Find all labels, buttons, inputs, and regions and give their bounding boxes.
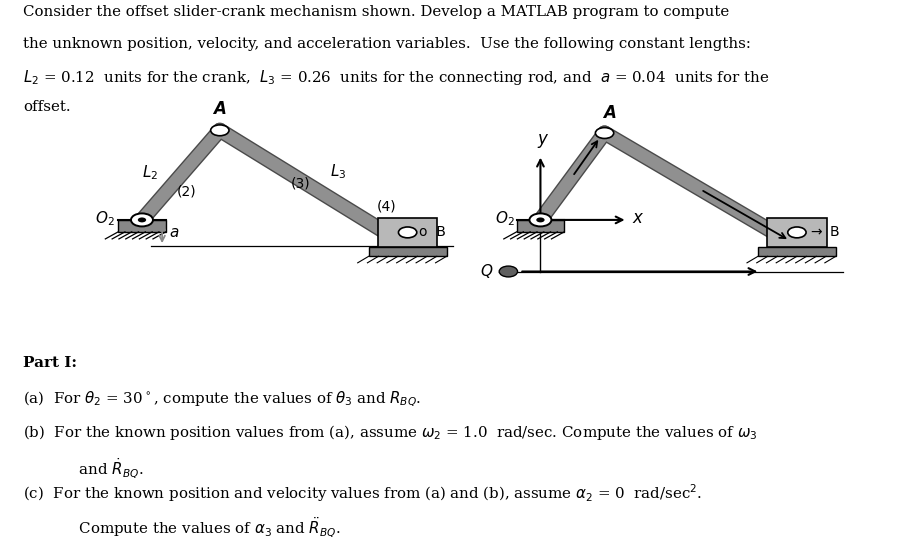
Circle shape [788,227,806,238]
Bar [767,218,826,247]
Text: $y$: $y$ [537,132,550,150]
Text: $\to$ B: $\to$ B [808,225,840,239]
Circle shape [529,213,551,226]
Text: $L_3$: $L_3$ [330,162,346,181]
Text: o  B: o B [419,225,445,239]
Text: Part I:: Part I: [23,356,77,370]
Text: (4): (4) [377,200,397,214]
Text: A: A [213,100,226,118]
Text: (a)  For $\theta_2$ = 30$^\circ$, compute the values of $\theta_3$ and $R_{BQ}$.: (a) For $\theta_2$ = 30$^\circ$, compute… [23,389,421,409]
Text: A: A [603,104,616,122]
Text: and $\dot{R}_{BQ}$.: and $\dot{R}_{BQ}$. [50,457,144,481]
Circle shape [131,213,153,226]
Circle shape [211,125,229,136]
Circle shape [398,227,417,238]
Text: (3): (3) [290,177,311,191]
Bar [517,220,564,232]
Text: $O_2$: $O_2$ [95,209,114,228]
Text: the unknown position, velocity, and acceleration variables.  Use the following c: the unknown position, velocity, and acce… [23,37,751,51]
Circle shape [595,128,614,138]
Text: Q: Q [480,264,492,279]
Circle shape [137,217,147,223]
Text: $a$: $a$ [169,225,180,241]
Bar [377,218,438,247]
Circle shape [536,217,545,223]
Bar [368,247,447,256]
Bar [118,220,166,232]
Circle shape [499,266,518,277]
Text: $L_2$ = 0.12  units for the crank,  $L_3$ = 0.26  units for the connecting rod, : $L_2$ = 0.12 units for the crank, $L_3$ … [23,68,769,87]
Text: (2): (2) [176,185,196,199]
Text: $x$: $x$ [632,209,645,228]
Text: (b)  For the known position values from (a), assume $\omega_2$ = 1.0  rad/sec. C: (b) For the known position values from (… [23,423,758,442]
Bar [758,247,835,256]
Text: (c)  For the known position and velocity values from (a) and (b), assume $\alpha: (c) For the known position and velocity … [23,482,702,503]
Text: Consider the offset slider-crank mechanism shown. Develop a MATLAB program to co: Consider the offset slider-crank mechani… [23,5,729,20]
Text: $L_2$: $L_2$ [142,163,158,182]
Text: $O_2$: $O_2$ [496,209,515,228]
Text: offset.: offset. [23,100,71,114]
Text: Compute the values of $\alpha_3$ and $\ddot{R}_{BQ}$.: Compute the values of $\alpha_3$ and $\d… [50,516,341,540]
